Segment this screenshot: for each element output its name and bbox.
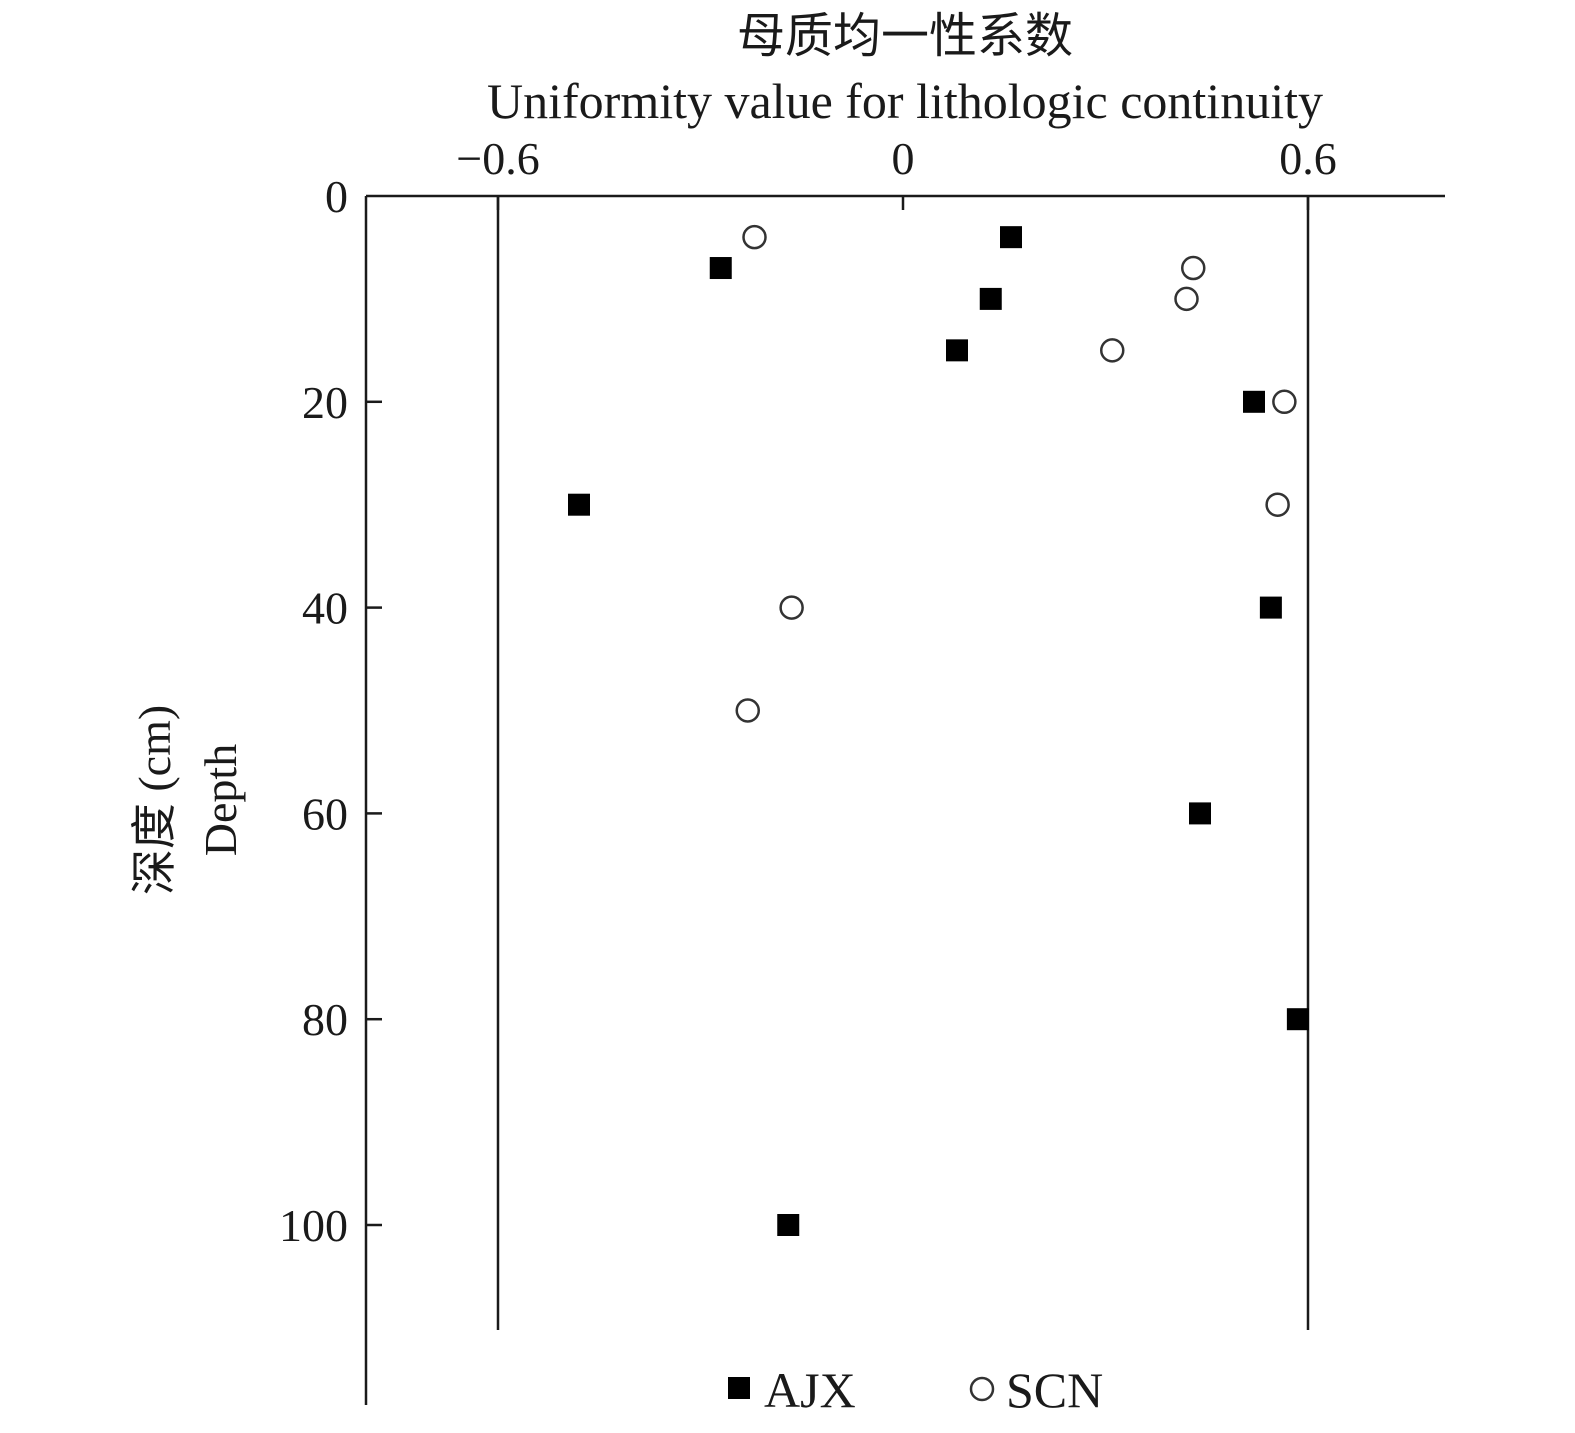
point-ajx-2 <box>979 287 1002 310</box>
point-ajx-4 <box>1243 390 1265 413</box>
legend-label-scn: SCN <box>1006 1362 1103 1418</box>
point-ajx-0 <box>1000 226 1022 249</box>
y-axis-label-cn: 深度 (cm) <box>129 705 180 895</box>
point-scn-1 <box>1181 255 1206 281</box>
x-ticks: −0.6 0 0.6 <box>456 133 1337 210</box>
y-axis-label: 深度 (cm) Depth <box>129 705 246 895</box>
point-ajx-1 <box>709 257 732 280</box>
y-tick-label-2: 40 <box>302 583 348 634</box>
point-ajx-8 <box>1286 1008 1309 1031</box>
data-points <box>568 224 1309 1236</box>
point-scn-6 <box>779 595 804 620</box>
y-tick-label-1: 20 <box>302 377 348 428</box>
legend-label-ajx: AJX <box>764 1362 856 1418</box>
y-tick-label-3: 60 <box>302 788 348 839</box>
y-tick-label-0: 0 <box>325 171 348 222</box>
point-scn-7 <box>735 698 760 723</box>
x-tick-label-1: 0 <box>892 133 915 184</box>
y-tick-label-5: 100 <box>279 1200 348 1251</box>
point-scn-5 <box>1265 492 1290 517</box>
y-axis-label-en: Depth <box>195 744 246 856</box>
y-ticks: 0 20 40 60 80 100 <box>279 171 382 1251</box>
axes <box>364 194 1445 1405</box>
legend: AJX SCN <box>728 1362 1103 1418</box>
point-ajx-7 <box>1189 802 1211 825</box>
point-ajx-6 <box>1259 596 1282 619</box>
point-ajx-5 <box>568 493 590 516</box>
point-ajx-3 <box>946 339 968 362</box>
point-scn-4 <box>1272 389 1297 415</box>
legend-marker-scn <box>969 1376 995 1402</box>
reference-lines <box>496 196 1310 1330</box>
point-scn-3 <box>1100 338 1125 363</box>
chart-subtitle: Uniformity value for lithologic continui… <box>487 73 1323 129</box>
point-scn-0 <box>742 224 767 250</box>
legend-marker-ajx <box>728 1377 750 1399</box>
point-scn-2 <box>1174 286 1199 312</box>
point-ajx-9 <box>777 1214 800 1236</box>
x-tick-label-0: −0.6 <box>456 133 539 184</box>
x-tick-label-2: 0.6 <box>1279 133 1337 184</box>
chart-title: 母质均一性系数 <box>737 10 1073 63</box>
y-tick-label-4: 80 <box>302 994 348 1045</box>
